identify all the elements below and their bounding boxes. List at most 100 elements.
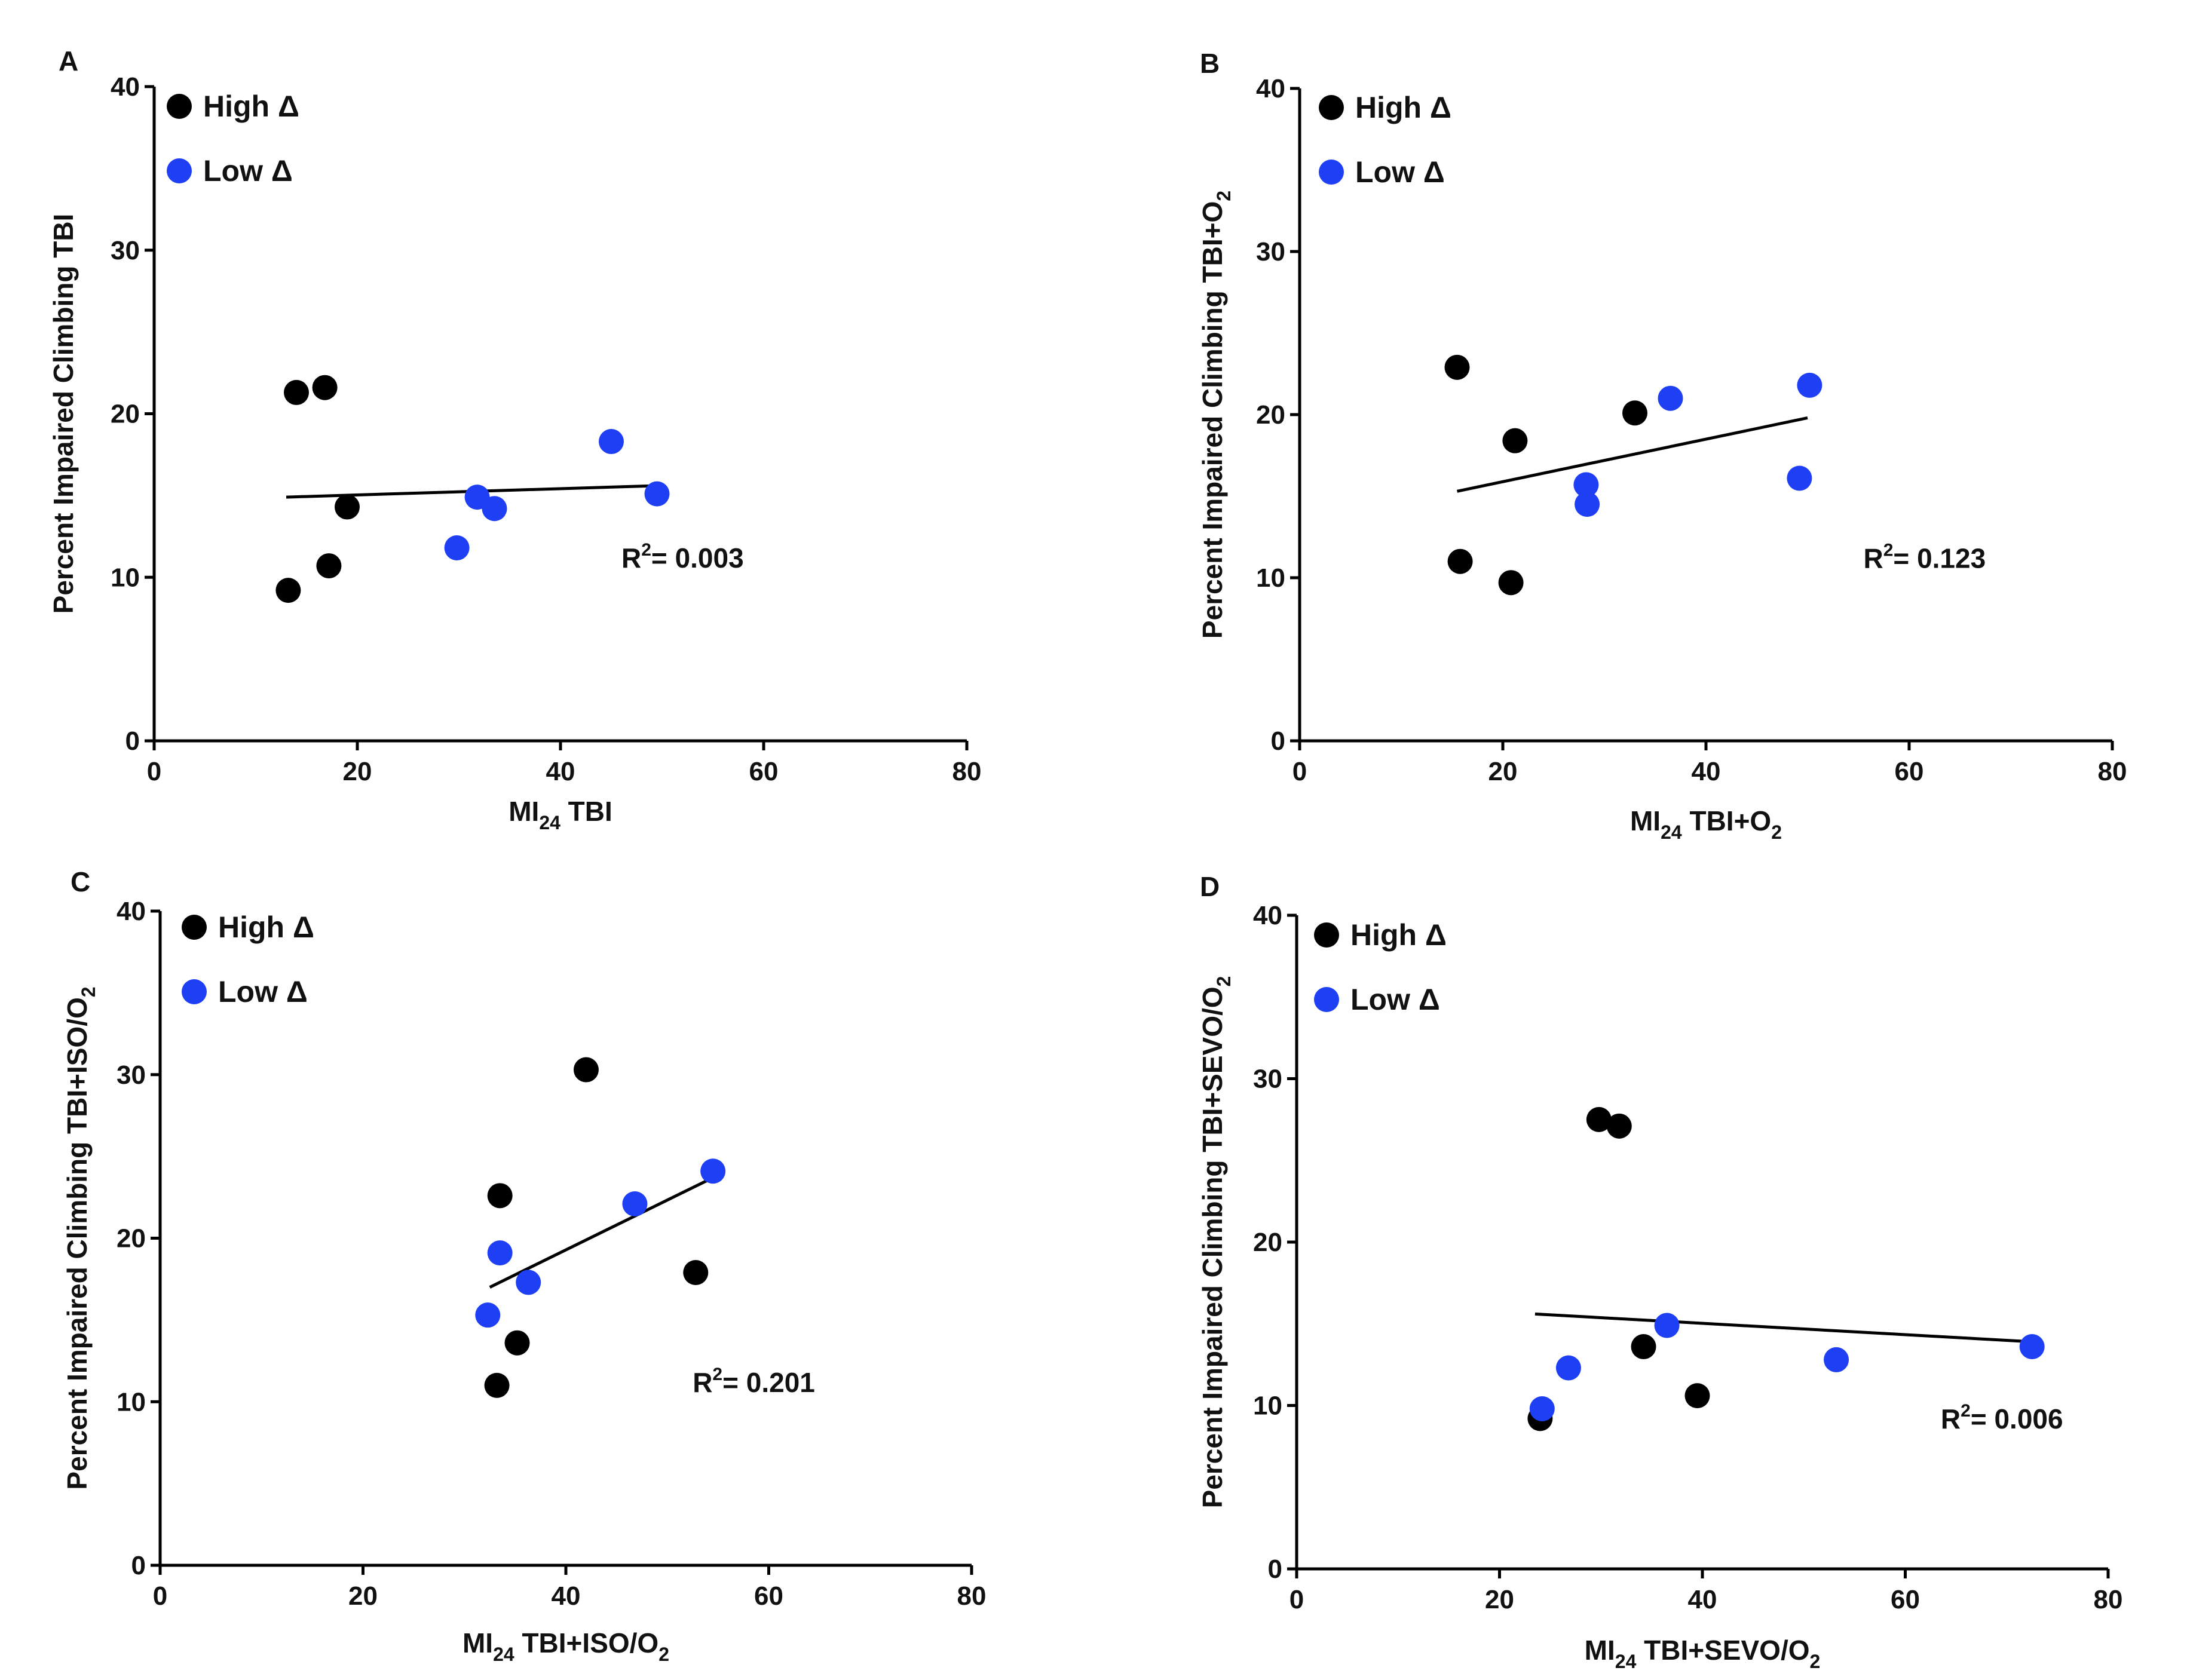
panel-letter: D <box>1200 871 1220 902</box>
panel-b: B 0 10 20 30 40 0 20 40 60 80 MI24 TBI+O2 Percent Im… <box>1197 48 2127 843</box>
x-tick-label: 40 <box>1692 757 1721 786</box>
point-low-delta <box>516 1270 541 1295</box>
panel-letter: B <box>1200 48 1220 79</box>
x-tick-label: 20 <box>1488 757 1518 786</box>
panel-letter: C <box>71 866 90 897</box>
y-tick-label: 20 <box>1253 1228 1282 1257</box>
legend-label: Low Δ <box>1355 155 1445 189</box>
y-tick-label: 20 <box>1256 400 1285 430</box>
panel-c: C 0 10 20 30 40 0 20 40 60 80 MI24 TBI+ISO/O2 Percen… <box>62 866 986 1665</box>
legend-label: High Δ <box>203 90 299 123</box>
x-tick-label: 80 <box>2098 757 2127 786</box>
legend-marker <box>1319 160 1344 185</box>
point-high-delta <box>1622 400 1647 426</box>
point-high-delta <box>284 379 309 405</box>
x-tick-label: 20 <box>343 757 372 786</box>
legend-marker <box>1314 987 1339 1012</box>
y-tick-label: 20 <box>111 400 140 429</box>
r-squared-label: R2= 0.123 <box>1864 541 1986 574</box>
legend-marker <box>167 158 192 183</box>
regression-line <box>1534 1312 2032 1344</box>
y-tick-label: 30 <box>117 1060 146 1090</box>
y-tick-label: 40 <box>1256 74 1285 103</box>
x-tick-label: 40 <box>1688 1585 1717 1614</box>
point-high-delta <box>1502 428 1528 453</box>
x-tick-label: 0 <box>1292 757 1307 786</box>
point-high-delta <box>1586 1106 1612 1132</box>
legend-marker <box>182 915 207 940</box>
point-high-delta <box>1631 1334 1656 1360</box>
y-tick-label: 10 <box>1253 1391 1282 1421</box>
legend-label: High Δ <box>218 910 314 944</box>
y-tick-label: 10 <box>117 1387 146 1417</box>
x-tick-label: 60 <box>754 1581 783 1611</box>
point-low-delta <box>644 481 670 507</box>
x-tick-label: 80 <box>957 1581 987 1611</box>
point-high-delta <box>316 553 342 579</box>
legend-label: High Δ <box>1350 918 1447 952</box>
x-tick-label: 60 <box>1895 757 1924 786</box>
point-low-delta <box>599 429 624 455</box>
point-low-delta <box>700 1158 726 1184</box>
point-low-delta <box>1555 1355 1581 1381</box>
panel-d: D 0 10 20 30 40 0 20 40 60 80 MI24 TBI+SEVO/O2 Perce… <box>1197 871 2122 1672</box>
point-high-delta <box>275 578 301 603</box>
x-axis-title: MI24 TBI+SEVO/O2 <box>1585 1635 1821 1672</box>
legend-label: Low Δ <box>203 154 293 188</box>
r-squared-label: R2= 0.003 <box>621 540 744 574</box>
r-squared-label: R2= 0.006 <box>1941 1401 2063 1434</box>
point-high-delta <box>1684 1383 1710 1409</box>
x-axis-title: MI24 TBI+ISO/O2 <box>462 1627 669 1665</box>
x-axis-title: MI24 TBI <box>509 796 612 833</box>
point-low-delta <box>1797 372 1822 398</box>
point-high-delta <box>1447 548 1473 574</box>
point-low-delta <box>1573 472 1599 498</box>
y-axis-title: Percent Impaired Climbing TBI+O2 <box>1197 191 1235 639</box>
x-tick-label: 60 <box>1891 1585 1920 1614</box>
point-high-delta <box>312 375 338 400</box>
x-tick-label: 20 <box>348 1581 378 1611</box>
regression-line <box>1456 416 1808 493</box>
x-tick-label: 0 <box>147 757 161 786</box>
legend-marker <box>1319 95 1344 120</box>
point-high-delta <box>573 1057 599 1083</box>
panel-a: A 0 10 20 30 40 0 20 40 60 80 MI24 TBI Percent Impai… <box>48 45 981 833</box>
r-squared-label: R2= 0.201 <box>693 1365 815 1398</box>
point-low-delta <box>1658 385 1683 411</box>
point-high-delta <box>1606 1113 1632 1139</box>
y-tick-label: 10 <box>111 563 140 592</box>
x-tick-label: 20 <box>1485 1585 1514 1614</box>
x-tick-label: 80 <box>2094 1585 2123 1614</box>
legend-label: High Δ <box>1355 91 1451 124</box>
point-high-delta <box>1498 570 1524 596</box>
point-low-delta <box>444 535 470 560</box>
legend-marker <box>167 94 192 119</box>
point-high-delta <box>1444 354 1470 380</box>
x-tick-label: 40 <box>546 757 575 786</box>
y-tick-label: 0 <box>1268 1555 1282 1584</box>
legend-marker <box>182 979 207 1004</box>
x-tick-label: 0 <box>1289 1585 1304 1614</box>
legend-label: Low Δ <box>1350 983 1440 1016</box>
point-high-delta <box>487 1183 513 1209</box>
legend-marker <box>1314 922 1339 948</box>
x-tick-label: 0 <box>153 1581 167 1611</box>
y-axis-title: Percent Impaired Climbing TBI+SEVO/O2 <box>1197 976 1235 1509</box>
y-tick-label: 30 <box>1256 237 1285 266</box>
y-tick-label: 40 <box>1253 901 1282 930</box>
legend-label: Low Δ <box>218 975 308 1008</box>
y-tick-label: 0 <box>1271 726 1285 756</box>
y-tick-label: 40 <box>117 897 146 926</box>
y-tick-label: 0 <box>125 726 140 756</box>
y-axis-title: Percent Impaired Climbing TBI <box>48 214 79 614</box>
point-high-delta <box>683 1259 709 1285</box>
y-tick-label: 40 <box>111 72 140 102</box>
y-axis-title: Percent Impaired Climbing TBI+ISO/O2 <box>62 986 99 1489</box>
y-tick-label: 30 <box>111 236 140 265</box>
y-tick-label: 30 <box>1253 1065 1282 1094</box>
point-high-delta <box>484 1372 510 1398</box>
x-tick-label: 40 <box>552 1581 581 1611</box>
point-low-delta <box>1654 1313 1680 1338</box>
point-low-delta <box>1575 492 1600 517</box>
